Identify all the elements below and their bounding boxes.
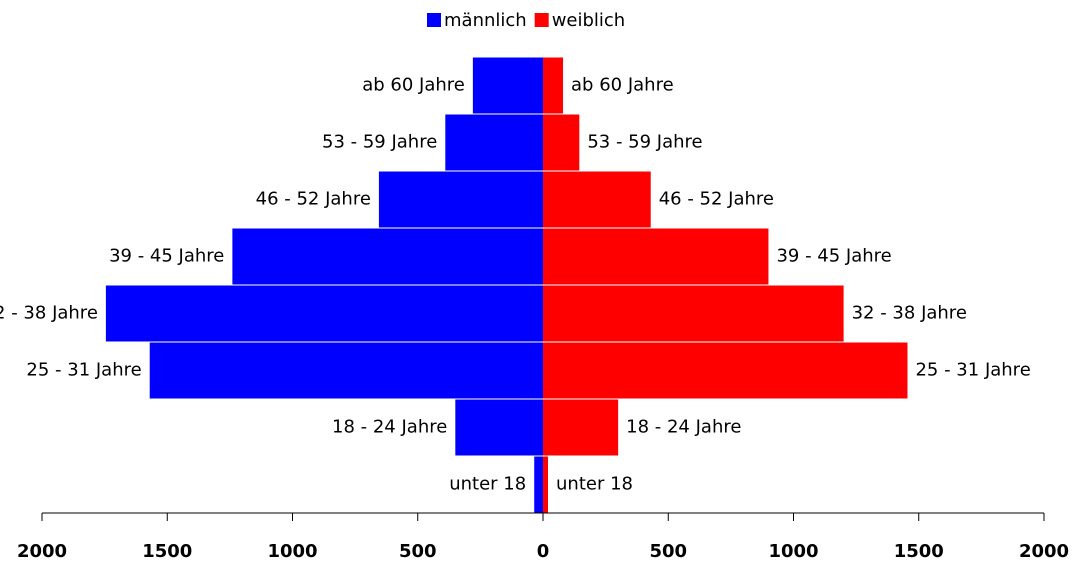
category-label: ab 60 Jahre bbox=[362, 75, 465, 96]
category-label: 25 - 31 Jahre bbox=[915, 360, 1030, 381]
bar bbox=[543, 57, 564, 114]
bar bbox=[378, 171, 543, 228]
legend-swatch bbox=[534, 13, 549, 27]
x-tick-label: 500 bbox=[649, 541, 687, 562]
legend-label: weiblich bbox=[552, 10, 626, 31]
category-label: 39 - 45 Jahre bbox=[109, 246, 224, 267]
bar bbox=[472, 57, 543, 114]
category-label: 39 - 45 Jahre bbox=[776, 246, 891, 267]
x-tick-label: 1500 bbox=[894, 541, 944, 562]
bar bbox=[149, 342, 543, 399]
bar bbox=[105, 285, 543, 342]
category-label: unter 18 bbox=[556, 474, 633, 495]
bar bbox=[543, 171, 651, 228]
legend-label: männlich bbox=[444, 10, 527, 31]
bar bbox=[543, 399, 619, 456]
bar bbox=[543, 114, 580, 171]
bar bbox=[445, 114, 543, 171]
x-tick-label: 1500 bbox=[142, 541, 192, 562]
category-label: 18 - 24 Jahre bbox=[626, 417, 741, 438]
x-tick-label: 1000 bbox=[768, 541, 818, 562]
x-tick-label: 1000 bbox=[267, 541, 317, 562]
category-label: 32 - 38 Jahre bbox=[0, 303, 98, 324]
x-tick-label: 0 bbox=[537, 541, 550, 562]
category-label: 53 - 59 Jahre bbox=[322, 132, 437, 153]
x-tick-label: 2000 bbox=[1019, 541, 1069, 562]
bar bbox=[455, 399, 543, 456]
bar bbox=[232, 228, 543, 285]
category-label: 18 - 24 Jahre bbox=[332, 417, 447, 438]
x-tick-label: 2000 bbox=[17, 541, 67, 562]
legend-swatch bbox=[427, 13, 441, 27]
category-label: 32 - 38 Jahre bbox=[852, 303, 967, 324]
category-label: 46 - 52 Jahre bbox=[659, 189, 774, 210]
bar bbox=[543, 285, 844, 342]
category-label: 46 - 52 Jahre bbox=[256, 189, 371, 210]
bar bbox=[534, 456, 543, 513]
bar bbox=[543, 342, 908, 399]
x-tick-label: 500 bbox=[399, 541, 437, 562]
bar bbox=[543, 228, 769, 285]
bar bbox=[543, 456, 549, 513]
category-label: 25 - 31 Jahre bbox=[26, 360, 141, 381]
category-label: unter 18 bbox=[449, 474, 526, 495]
category-label: ab 60 Jahre bbox=[571, 75, 674, 96]
category-label: 53 - 59 Jahre bbox=[587, 132, 702, 153]
